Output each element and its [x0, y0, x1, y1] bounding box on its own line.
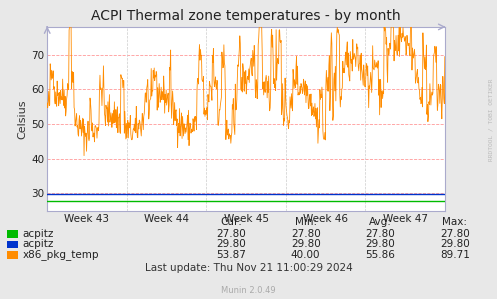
Text: 40.00: 40.00 — [291, 250, 321, 260]
Y-axis label: Celsius: Celsius — [17, 99, 27, 139]
Text: 27.80: 27.80 — [216, 229, 246, 239]
Text: RRDTOOL / TOBI OETIKER: RRDTOOL / TOBI OETIKER — [489, 78, 494, 161]
Text: 89.71: 89.71 — [440, 250, 470, 260]
Text: x86_pkg_temp: x86_pkg_temp — [22, 249, 99, 260]
Text: 53.87: 53.87 — [216, 250, 246, 260]
Text: 27.80: 27.80 — [291, 229, 321, 239]
Text: Min:: Min: — [295, 217, 317, 227]
Text: 29.80: 29.80 — [216, 239, 246, 249]
Text: Max:: Max: — [442, 217, 467, 227]
Text: 29.80: 29.80 — [365, 239, 395, 249]
Text: 29.80: 29.80 — [291, 239, 321, 249]
Text: Cur:: Cur: — [220, 217, 242, 227]
Text: 55.86: 55.86 — [365, 250, 395, 260]
Title: ACPI Thermal zone temperatures - by month: ACPI Thermal zone temperatures - by mont… — [91, 9, 401, 23]
Text: Avg:: Avg: — [369, 217, 392, 227]
Text: Munin 2.0.49: Munin 2.0.49 — [221, 286, 276, 295]
Text: 29.80: 29.80 — [440, 239, 470, 249]
Text: acpitz: acpitz — [22, 239, 54, 249]
Text: acpitz: acpitz — [22, 229, 54, 239]
Text: 27.80: 27.80 — [440, 229, 470, 239]
Text: 27.80: 27.80 — [365, 229, 395, 239]
Text: Last update: Thu Nov 21 11:00:29 2024: Last update: Thu Nov 21 11:00:29 2024 — [145, 263, 352, 273]
